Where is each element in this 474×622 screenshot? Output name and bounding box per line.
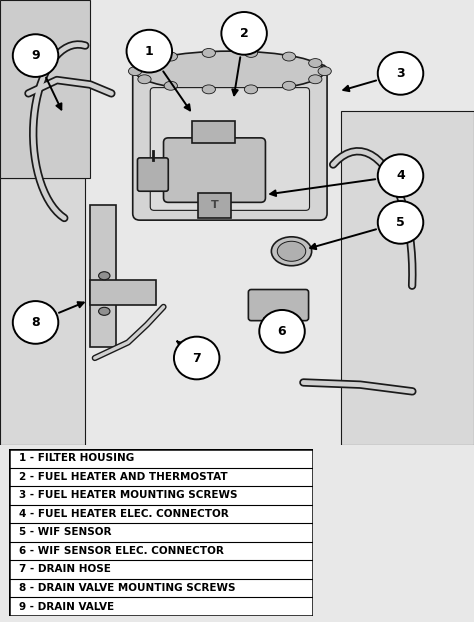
Circle shape — [221, 12, 267, 55]
Circle shape — [378, 52, 423, 95]
Bar — [0, 178, 85, 445]
Text: 2 - FUEL HEATER AND THERMOSTAT: 2 - FUEL HEATER AND THERMOSTAT — [18, 472, 227, 482]
Bar — [0, 0, 90, 178]
Ellipse shape — [245, 49, 258, 57]
Text: 8: 8 — [31, 316, 40, 329]
Text: 7: 7 — [192, 351, 201, 364]
Circle shape — [378, 201, 423, 244]
Bar — [192, 121, 235, 143]
Bar — [90, 205, 116, 347]
Text: 1 - FILTER HOUSING: 1 - FILTER HOUSING — [18, 453, 134, 463]
Circle shape — [13, 301, 58, 344]
Ellipse shape — [277, 241, 306, 261]
Text: 6: 6 — [278, 325, 286, 338]
Text: 9: 9 — [31, 49, 40, 62]
Ellipse shape — [135, 51, 325, 91]
Ellipse shape — [309, 75, 322, 84]
Ellipse shape — [128, 67, 142, 76]
Text: 4 - FUEL HEATER ELEC. CONNECTOR: 4 - FUEL HEATER ELEC. CONNECTOR — [18, 509, 228, 519]
Text: 3 - FUEL HEATER MOUNTING SCREWS: 3 - FUEL HEATER MOUNTING SCREWS — [18, 490, 237, 500]
Ellipse shape — [164, 81, 177, 90]
Ellipse shape — [245, 85, 258, 94]
Bar — [198, 193, 231, 218]
Ellipse shape — [138, 75, 151, 84]
Text: 2: 2 — [240, 27, 248, 40]
Ellipse shape — [164, 52, 177, 61]
Text: 5: 5 — [396, 216, 405, 229]
Circle shape — [259, 310, 305, 353]
Circle shape — [13, 34, 58, 77]
Ellipse shape — [309, 58, 322, 68]
Bar — [90, 280, 156, 305]
Text: 1: 1 — [145, 45, 154, 58]
Ellipse shape — [202, 85, 215, 94]
Circle shape — [174, 337, 219, 379]
Text: 5 - WIF SENSOR: 5 - WIF SENSOR — [18, 527, 111, 537]
Ellipse shape — [271, 237, 311, 266]
FancyBboxPatch shape — [248, 289, 309, 321]
Ellipse shape — [99, 272, 110, 280]
Circle shape — [127, 30, 172, 73]
Text: 3: 3 — [396, 67, 405, 80]
FancyBboxPatch shape — [137, 158, 168, 191]
Text: 9 - DRAIN VALVE: 9 - DRAIN VALVE — [18, 601, 114, 611]
Ellipse shape — [99, 307, 110, 315]
Circle shape — [378, 154, 423, 197]
Text: 7 - DRAIN HOSE: 7 - DRAIN HOSE — [18, 565, 110, 575]
FancyBboxPatch shape — [150, 88, 310, 210]
FancyBboxPatch shape — [133, 65, 327, 220]
Text: 8 - DRAIN VALVE MOUNTING SCREWS: 8 - DRAIN VALVE MOUNTING SCREWS — [18, 583, 235, 593]
Ellipse shape — [202, 49, 215, 57]
Ellipse shape — [138, 58, 151, 68]
Ellipse shape — [283, 81, 296, 90]
Text: T: T — [211, 200, 219, 210]
Ellipse shape — [283, 52, 296, 61]
FancyBboxPatch shape — [164, 138, 265, 202]
Text: 6 - WIF SENSOR ELEC. CONNECTOR: 6 - WIF SENSOR ELEC. CONNECTOR — [18, 546, 223, 556]
Text: 4: 4 — [396, 169, 405, 182]
Ellipse shape — [318, 67, 331, 76]
Bar — [341, 111, 474, 445]
